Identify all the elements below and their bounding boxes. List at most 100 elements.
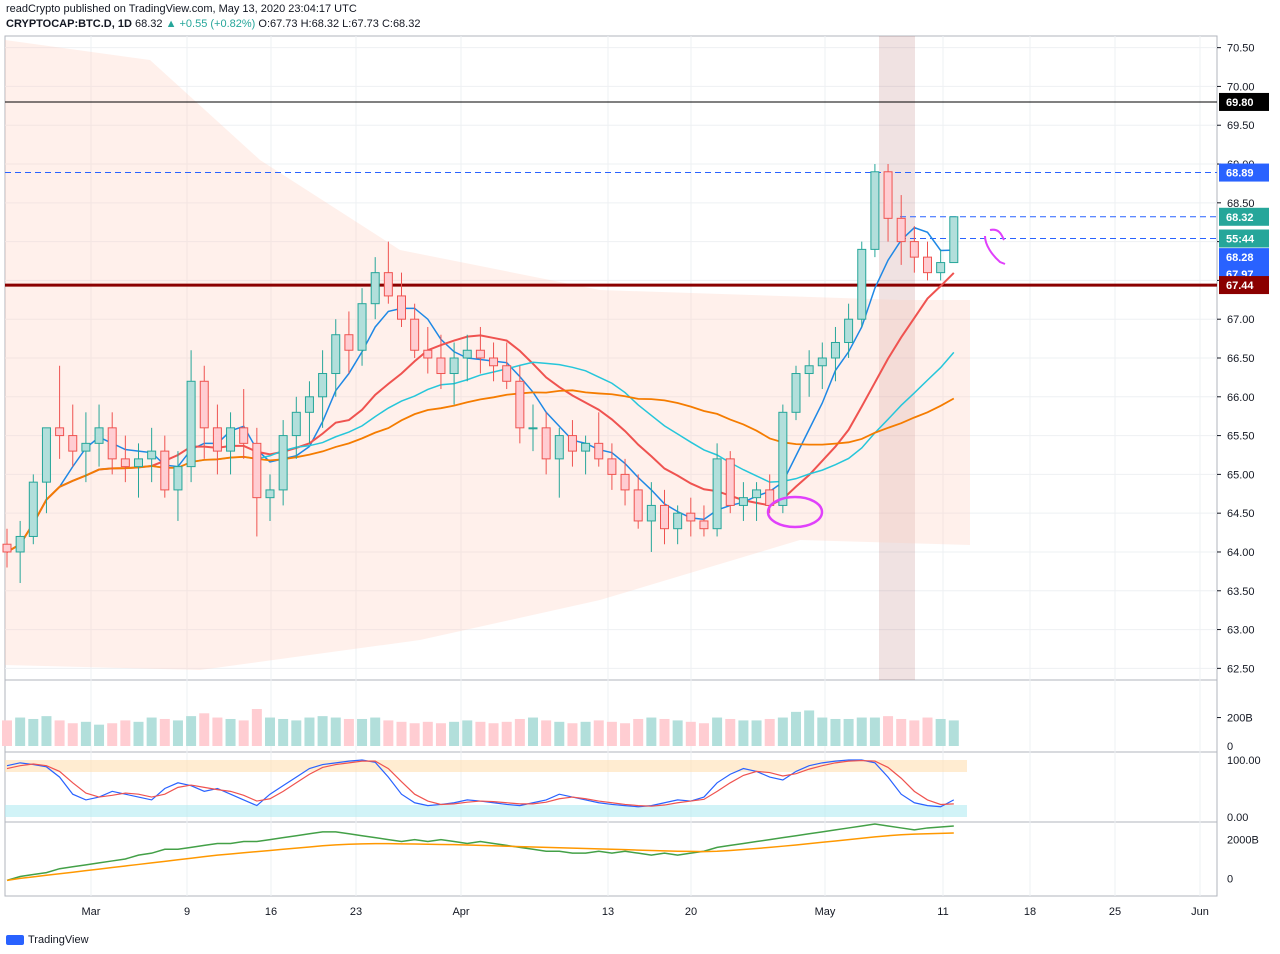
volume-bar [94, 724, 105, 746]
volume-bar [357, 718, 368, 746]
volume-bar [265, 717, 275, 746]
obv-tick-label: 2000B [1227, 835, 1259, 847]
price-tick-label: 63.50 [1227, 586, 1255, 598]
candle-body [423, 349, 433, 359]
candle-body [909, 241, 919, 258]
overbought-zone [5, 760, 967, 772]
candle-body [936, 262, 946, 274]
candle-body [147, 450, 157, 460]
volume-bar [54, 720, 65, 746]
volume-bar [370, 717, 381, 746]
time-tick-label: 16 [265, 906, 277, 918]
stochastic-line [6, 759, 954, 807]
price-tick-label: 65.50 [1227, 431, 1255, 443]
volume-bar [606, 721, 617, 746]
price-tick-label: 62.50 [1227, 663, 1255, 675]
volume-bar [304, 717, 315, 746]
candle-body [344, 334, 354, 351]
volume-bar [698, 723, 709, 746]
volume-bar [620, 723, 631, 746]
stochastic-lines [5, 759, 967, 817]
obv-tick-label: 0 [1227, 873, 1233, 885]
price-tag-label: 68.28 [1226, 252, 1254, 264]
candle-body [107, 427, 117, 460]
volume-bar [172, 720, 183, 746]
volume-bar [462, 720, 473, 746]
candle-body [646, 504, 656, 522]
candle-body [857, 248, 867, 320]
volume-bar [435, 723, 446, 746]
candle-body [949, 216, 959, 264]
volume-bar [883, 716, 894, 746]
candle-body [199, 380, 209, 429]
volume-bar [685, 721, 696, 746]
volatility-cloud [5, 40, 970, 670]
volume-bar [633, 718, 644, 746]
tradingview-logo-icon [6, 935, 24, 945]
candle-body [212, 427, 222, 452]
volume-bar [475, 721, 486, 746]
candle-body [791, 373, 801, 413]
price-tag [1219, 229, 1269, 248]
candle-body [357, 303, 367, 351]
volume-tick-label: 0 [1227, 741, 1233, 753]
price-tag-label: 68.32 [1226, 212, 1254, 224]
candle-body [226, 427, 236, 452]
candle-body [436, 357, 446, 375]
symbol-legend: CRYPTOCAP:BTC.D, 1D 68.32 ▲ +0.55 (+0.82… [6, 18, 420, 30]
price-axis[interactable]: 70.5070.0069.5069.0068.5068.0067.5067.00… [1217, 43, 1269, 886]
candle-body [541, 427, 551, 460]
candle-body [2, 543, 12, 553]
candle-body [383, 272, 393, 297]
candle-body [581, 442, 591, 452]
price-tag-label: 69.80 [1226, 97, 1254, 109]
candle-body [502, 365, 512, 382]
candle-body [252, 442, 262, 499]
candle-body [594, 442, 604, 460]
candle-body [94, 427, 104, 444]
price-tag-label: 55:44 [1226, 234, 1255, 246]
volume-bar [712, 717, 723, 746]
volume-tick-label: 200B [1227, 713, 1253, 725]
volume-bar [646, 717, 657, 746]
candle-body [804, 365, 814, 375]
candle-body [397, 295, 406, 320]
volume-bar [488, 723, 499, 746]
symbol-name[interactable]: CRYPTOCAP:BTC.D, 1D [6, 18, 132, 30]
tradingview-branding[interactable]: TradingView [6, 934, 89, 946]
obv-line [6, 823, 954, 882]
candle-body [331, 334, 341, 375]
candle-body [370, 272, 380, 305]
volume-bar [159, 718, 170, 746]
candle-body [186, 380, 196, 468]
volume-bar [909, 720, 920, 746]
candle-body [725, 458, 735, 506]
candle-body [278, 435, 288, 491]
volume-bar [291, 720, 302, 746]
volume-bar [948, 720, 959, 746]
candle-body [778, 411, 788, 506]
volume-bar [107, 723, 118, 746]
price-tag [1219, 92, 1269, 111]
volume-bar [922, 717, 933, 746]
publish-info: readCrypto published on TradingView.com,… [6, 3, 357, 15]
price-tick-label: 68.50 [1227, 198, 1255, 210]
time-axis[interactable]: Mar 9 16 23 Apr 13 20 May 11 18 25 Jun [82, 906, 1209, 918]
volume-bar [120, 720, 131, 746]
candle-body [55, 427, 65, 437]
candle-body [160, 450, 170, 491]
candle-body [567, 435, 577, 452]
volume-bar [225, 718, 236, 746]
candle-body [896, 217, 906, 243]
volume-bar [751, 720, 762, 746]
volume-bar [422, 721, 433, 746]
price-tag [1219, 276, 1269, 295]
time-tick-label: Apr [452, 906, 469, 918]
volume-bar [896, 718, 907, 746]
volume-bar [738, 720, 749, 746]
volume-bar [764, 718, 775, 746]
obv-line [6, 832, 954, 882]
volume-bar [593, 720, 604, 746]
volume-bar [817, 717, 828, 746]
